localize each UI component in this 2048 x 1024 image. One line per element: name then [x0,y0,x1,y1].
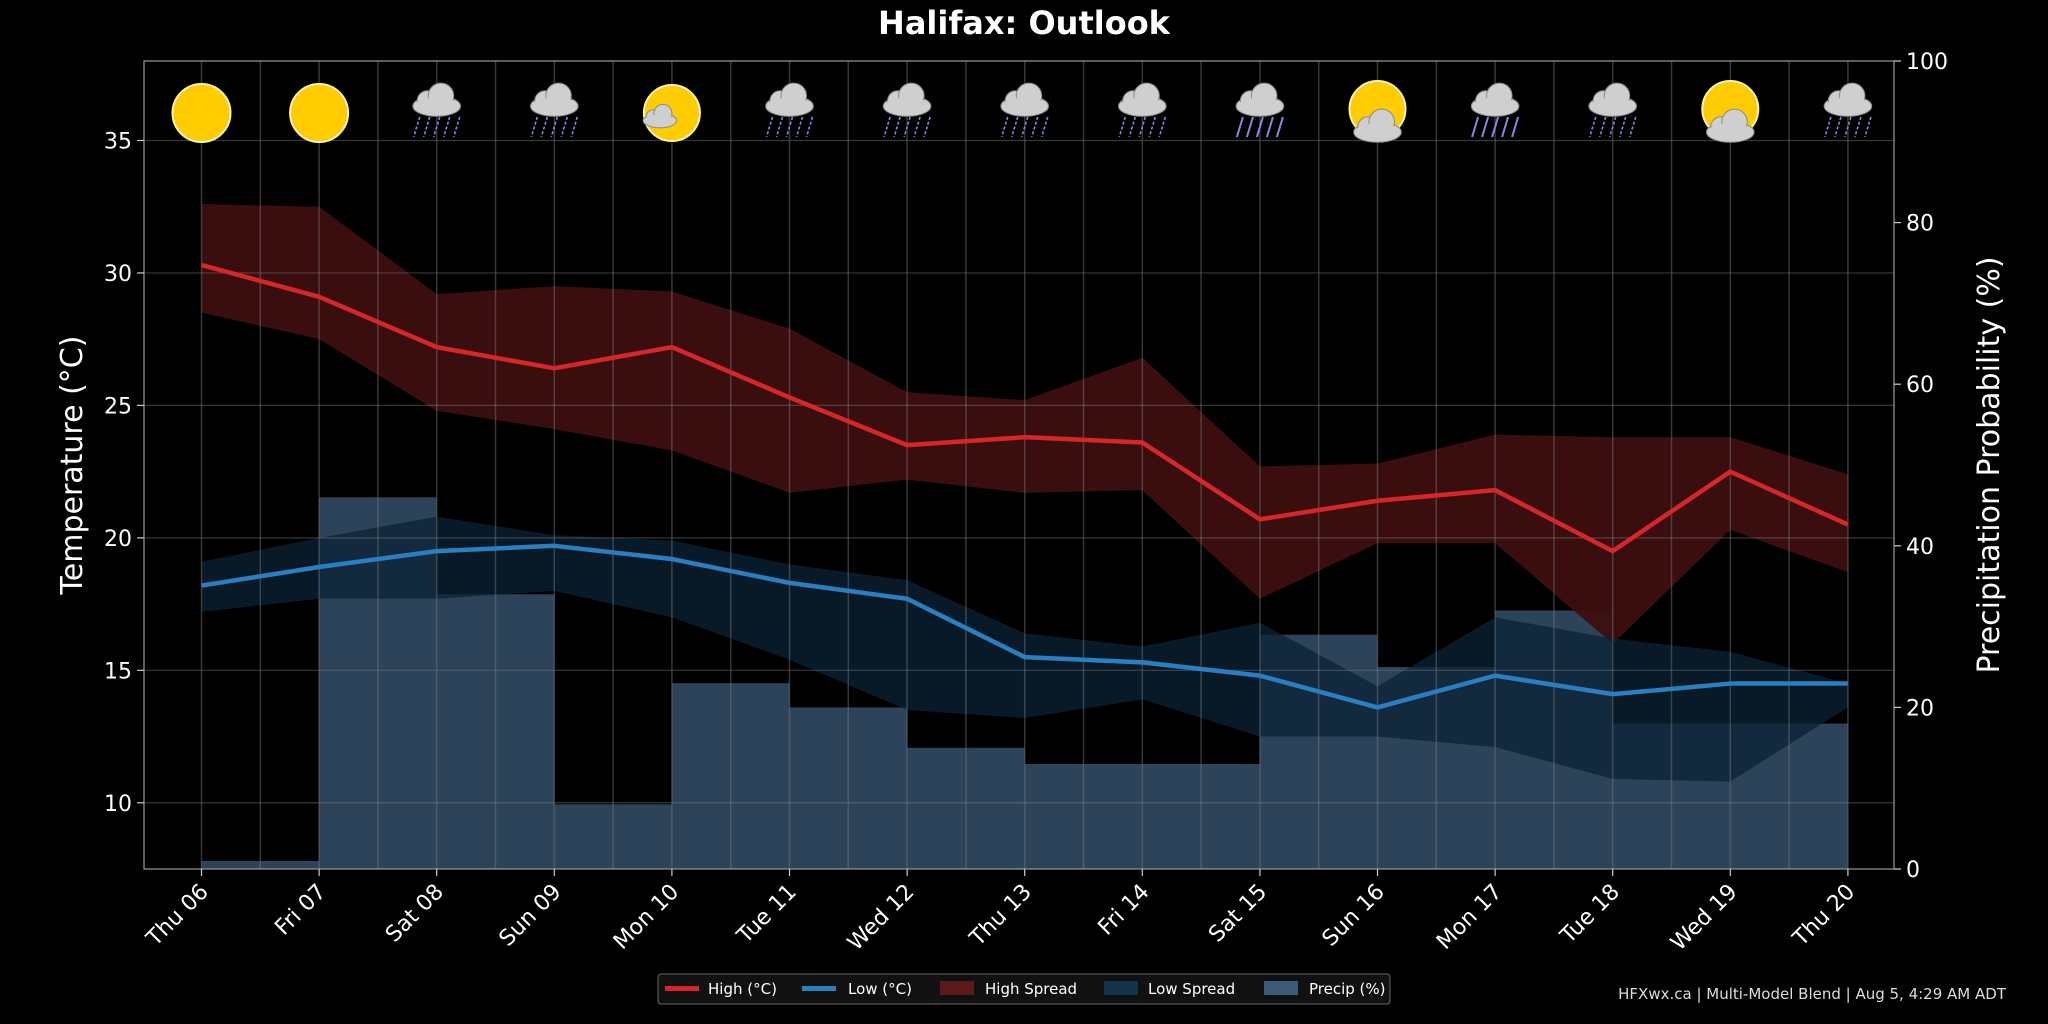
y-tick-label: 15 [104,659,132,684]
legend-swatch-low-spread [1104,981,1138,995]
rain-cloud-icon [530,82,579,138]
rain-cloud-icon [1588,82,1637,138]
y-tick-label-right: 80 [1906,212,1934,237]
y-ticks-left: 10 15 20 25 30 35 [104,129,144,817]
legend-swatch-high [665,986,699,991]
y-axis-label: Temperature (°C) [55,336,90,596]
rain-cloud-icon [765,82,814,138]
legend-box [657,973,1391,1005]
y-tick-label: 20 [104,527,132,552]
x-tick-label: Fri 07 [270,880,331,941]
y-tick-label: 10 [104,792,132,817]
x-tick-label: Sat 08 [381,880,449,948]
weather-icons [171,80,1873,143]
x-tick-label: Tue 11 [732,880,802,950]
x-tick-label: Thu 20 [1788,880,1860,952]
rain-cloud-icon [1118,82,1167,138]
grid [144,61,1894,869]
legend-label-low: Low (°C) [848,980,912,998]
y-tick-label: 25 [104,394,132,419]
x-tick-label: Sun 09 [495,880,567,952]
legend-label-high-spread: High Spread [985,980,1077,998]
legend-label-precip: Precip (%) [1309,980,1386,998]
precip-bar [201,860,320,869]
precip-bar [907,747,1025,869]
partly-cloudy-icon [1701,80,1760,143]
y-tick-label-right: 60 [1906,373,1934,398]
y-tick-label-right: 0 [1906,858,1920,883]
high-temp-line [200,262,1849,554]
y-ticks-right: 0 20 40 60 80 100 [1894,50,1948,883]
y-axis-label-right: Precipitation Probability (%) [1972,256,2007,673]
legend: High (°C) Low (°C) High Spread Low Sprea… [657,973,1391,1005]
y-tick-label: 35 [104,129,132,154]
high-spread-band [201,204,1848,644]
x-tick-label: Sun 16 [1318,880,1390,952]
precip-bar [1024,763,1143,869]
y-tick-label-right: 100 [1906,50,1948,75]
credit-text: HFXwx.ca | Multi-Model Blend | Aug 5, 4:… [1618,985,2007,1003]
x-tick-label: Wed 12 [843,880,919,956]
rain-cloud-icon [412,82,462,138]
legend-swatch-high-spread [940,981,974,995]
x-tick-label: Wed 19 [1666,880,1742,956]
legend-label-high: High (°C) [708,980,777,998]
rain-cloud-icon [882,82,932,138]
rain-cloud-icon [1823,82,1873,138]
low-spread-band [201,516,1848,782]
x-ticks: Thu 06 Fri 07 Sat 08 Sun 09 Mon 10 Tue 11 Wed … [141,869,1860,956]
x-tick-label: Thu 06 [141,880,213,952]
x-tick-label: Mon 17 [1432,880,1507,955]
precip-bar [1142,763,1260,869]
sunny-icon [289,83,350,143]
x-tick-label: Sat 15 [1204,880,1272,948]
legend-swatch-precip [1264,981,1298,995]
rain-cloud-icon [1000,82,1049,138]
low-temp-line [201,543,1848,710]
heavy-rain-cloud-icon [1235,82,1285,138]
legend-swatch-low [802,986,836,991]
y-tick-label: 30 [104,262,132,287]
plot-frame [143,60,1895,870]
legend-label-low-spread: Low Spread [1148,980,1235,998]
precip-bar [554,804,672,869]
partly-cloudy-icon [642,84,701,142]
precip-bar [671,683,790,869]
y-tick-label-right: 20 [1906,696,1934,721]
partly-cloudy-icon [1348,80,1407,143]
sunny-icon [171,83,232,143]
x-tick-label: Fri 14 [1094,880,1155,941]
spread-bands [201,204,1848,782]
chart-title: Halifax: Outlook [878,4,1171,42]
heavy-rain-cloud-icon [1470,82,1520,138]
precip-bar [436,594,555,869]
x-tick-label: Thu 13 [965,880,1037,952]
x-tick-label: Tue 18 [1555,880,1625,950]
series-lines [200,262,1849,710]
x-tick-label: Mon 10 [609,880,684,955]
y-tick-label-right: 40 [1906,535,1934,560]
precip-bar [789,707,908,869]
